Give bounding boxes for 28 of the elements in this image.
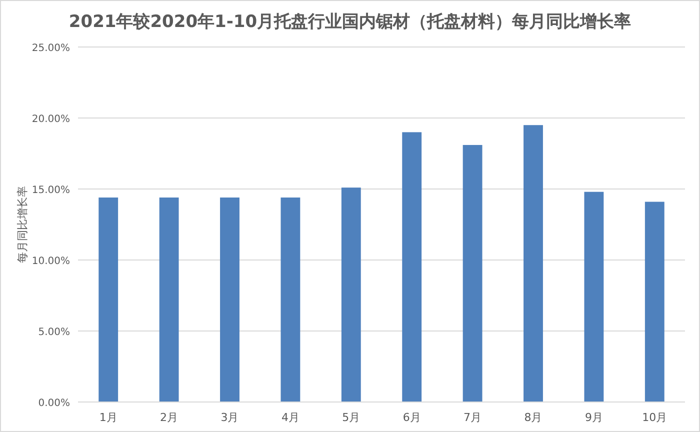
y-tick-label: 0.00% [38, 398, 70, 409]
x-tick-label: 5月 [342, 411, 360, 424]
x-tick-label: 4月 [281, 411, 300, 424]
bar [644, 202, 664, 402]
y-axis-title: 每月同比增长率 [16, 186, 29, 263]
bar [220, 198, 240, 402]
y-tick-label: 10.00% [32, 256, 70, 267]
bar [159, 198, 179, 402]
x-tick-label: 8月 [524, 411, 542, 424]
bar [524, 125, 543, 402]
x-tick-label: 1月 [99, 411, 118, 424]
y-tick-label: 20.00% [32, 114, 70, 125]
x-tick-label: 7月 [464, 411, 482, 424]
y-tick-label: 15.00% [32, 185, 70, 196]
chart-title: 2021年较2020年1-10月托盘行业国内锯材（托盘材料）每月同比增长率 [68, 12, 632, 32]
bar [98, 198, 118, 402]
x-tick-label: 3月 [220, 411, 239, 424]
bar [462, 144, 482, 402]
bar [341, 188, 361, 402]
bar [402, 132, 422, 402]
x-tick-label: 9月 [584, 411, 603, 424]
bar [280, 198, 300, 402]
x-tick-label: 2月 [160, 411, 178, 424]
y-tick-label: 25.00% [32, 43, 70, 54]
x-tick-label: 6月 [402, 411, 421, 424]
bar [584, 192, 604, 402]
y-tick-label: 5.00% [38, 327, 70, 338]
x-tick-label: 10月 [642, 411, 668, 424]
